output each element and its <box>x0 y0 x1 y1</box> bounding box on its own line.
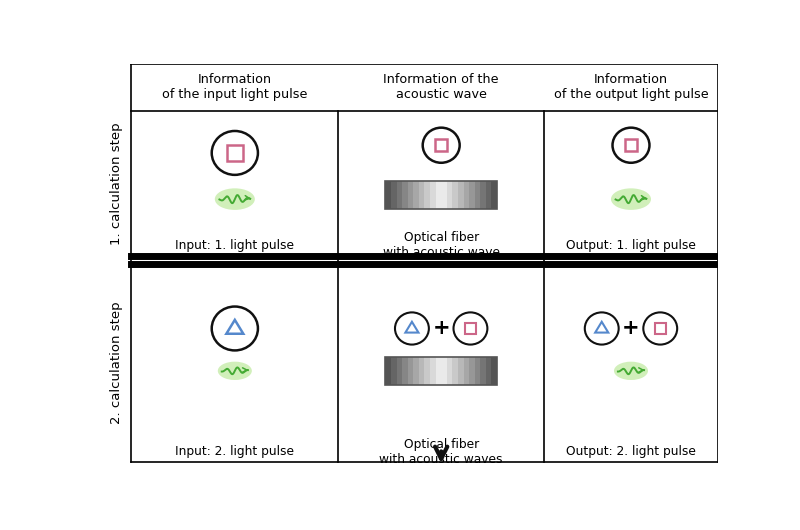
Bar <box>486 357 492 385</box>
Bar <box>469 181 475 209</box>
Text: Input: 2. light pulse: Input: 2. light pulse <box>175 445 294 458</box>
Bar <box>463 181 470 209</box>
Bar <box>458 357 464 385</box>
Bar <box>419 181 425 209</box>
Bar <box>446 357 453 385</box>
Bar <box>391 181 397 209</box>
Bar <box>474 181 481 209</box>
Bar <box>458 181 464 209</box>
Text: Information
of the input light pulse: Information of the input light pulse <box>162 74 307 101</box>
Bar <box>441 357 447 385</box>
Bar <box>386 181 497 209</box>
Bar <box>655 323 666 334</box>
Bar <box>402 181 408 209</box>
Text: Optical fiber
with acoustic waves: Optical fiber with acoustic waves <box>379 438 503 466</box>
Bar <box>430 357 436 385</box>
Bar <box>452 357 458 385</box>
Bar <box>430 181 436 209</box>
Bar <box>227 145 242 161</box>
Bar <box>397 357 402 385</box>
Bar <box>486 181 492 209</box>
Text: Output: 1. light pulse: Output: 1. light pulse <box>566 239 696 252</box>
Text: +: + <box>622 319 640 339</box>
Bar <box>469 357 475 385</box>
Bar <box>386 357 497 385</box>
Bar <box>491 181 498 209</box>
Bar <box>446 181 453 209</box>
Text: Input: 1. light pulse: Input: 1. light pulse <box>175 239 294 252</box>
Bar <box>474 357 481 385</box>
Bar <box>425 357 430 385</box>
Bar <box>425 181 430 209</box>
Text: Information
of the output light pulse: Information of the output light pulse <box>554 74 708 101</box>
Bar <box>414 357 419 385</box>
Bar <box>408 181 414 209</box>
Bar <box>419 357 425 385</box>
Bar <box>626 139 637 151</box>
Bar <box>391 357 397 385</box>
Bar <box>408 357 414 385</box>
Bar <box>386 357 391 385</box>
Text: Information of the
acoustic wave: Information of the acoustic wave <box>383 74 499 101</box>
Text: 1. calculation step: 1. calculation step <box>110 122 123 245</box>
Bar <box>436 357 442 385</box>
Bar <box>436 181 442 209</box>
Bar <box>480 357 486 385</box>
Bar <box>465 323 476 334</box>
Bar <box>414 181 419 209</box>
Bar <box>402 357 408 385</box>
Ellipse shape <box>614 361 648 380</box>
Ellipse shape <box>611 188 651 210</box>
Bar <box>435 139 447 151</box>
Text: Optical fiber
with acoustic wave: Optical fiber with acoustic wave <box>382 231 500 259</box>
Bar <box>441 181 447 209</box>
Bar <box>491 357 498 385</box>
Bar <box>452 181 458 209</box>
Text: +: + <box>432 319 450 339</box>
Ellipse shape <box>215 188 255 210</box>
Text: Output: 2. light pulse: Output: 2. light pulse <box>566 445 696 458</box>
Bar <box>386 181 391 209</box>
Ellipse shape <box>218 361 252 380</box>
Bar <box>463 357 470 385</box>
Bar <box>480 181 486 209</box>
Bar <box>397 181 402 209</box>
Text: 2. calculation step: 2. calculation step <box>110 302 123 425</box>
